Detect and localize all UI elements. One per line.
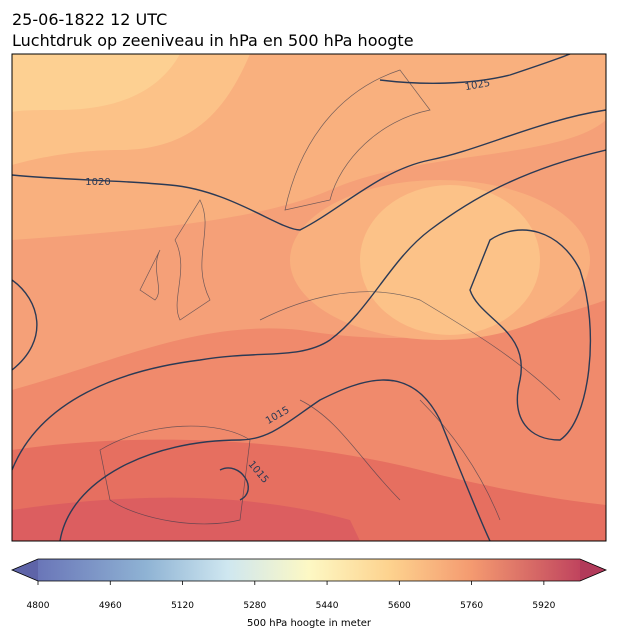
colorbar-extend-high — [580, 559, 606, 581]
isobar — [469, 229, 592, 441]
colorbar-extend-low — [12, 559, 38, 581]
colorbar-tick-label: 5440 — [316, 601, 339, 611]
title-line: Luchtdruk op zeeniveau in hPa en 500 hPa… — [12, 31, 414, 50]
coastline — [174, 199, 211, 321]
coastline — [139, 249, 161, 301]
isobar — [379, 54, 571, 84]
coastline — [99, 291, 561, 525]
coastline — [299, 399, 501, 521]
map-frame — [11, 53, 607, 542]
isobar-label: 1025 — [464, 78, 491, 93]
colorbar-tick-label: 5120 — [171, 601, 194, 611]
isobar — [12, 109, 606, 231]
colorbar-tick-label: 5600 — [388, 601, 411, 611]
isobar — [59, 379, 491, 541]
coastline — [284, 69, 431, 211]
height-field — [360, 185, 540, 335]
colorbar-tick-label: 5280 — [243, 601, 266, 611]
colorbar-tick-label: 5760 — [460, 601, 483, 611]
colorbar-tick-label: 4960 — [99, 601, 122, 611]
colorbar — [10, 558, 608, 582]
colorbar-tick-label: 5920 — [532, 601, 555, 611]
title-line: 25-06-1822 12 UTC — [12, 10, 167, 29]
isobar — [12, 149, 606, 471]
height-field — [12, 54, 180, 112]
colorbar-tick-label: 4800 — [27, 601, 50, 611]
isobar — [219, 467, 249, 501]
height-field — [12, 497, 360, 541]
map: 1025 1020 1015 1015 — [12, 54, 606, 541]
colorbar-label: 500 hPa hoogte in meter — [247, 618, 372, 629]
colorbar-scale — [38, 559, 580, 581]
isobar-label: 1020 — [85, 177, 110, 188]
